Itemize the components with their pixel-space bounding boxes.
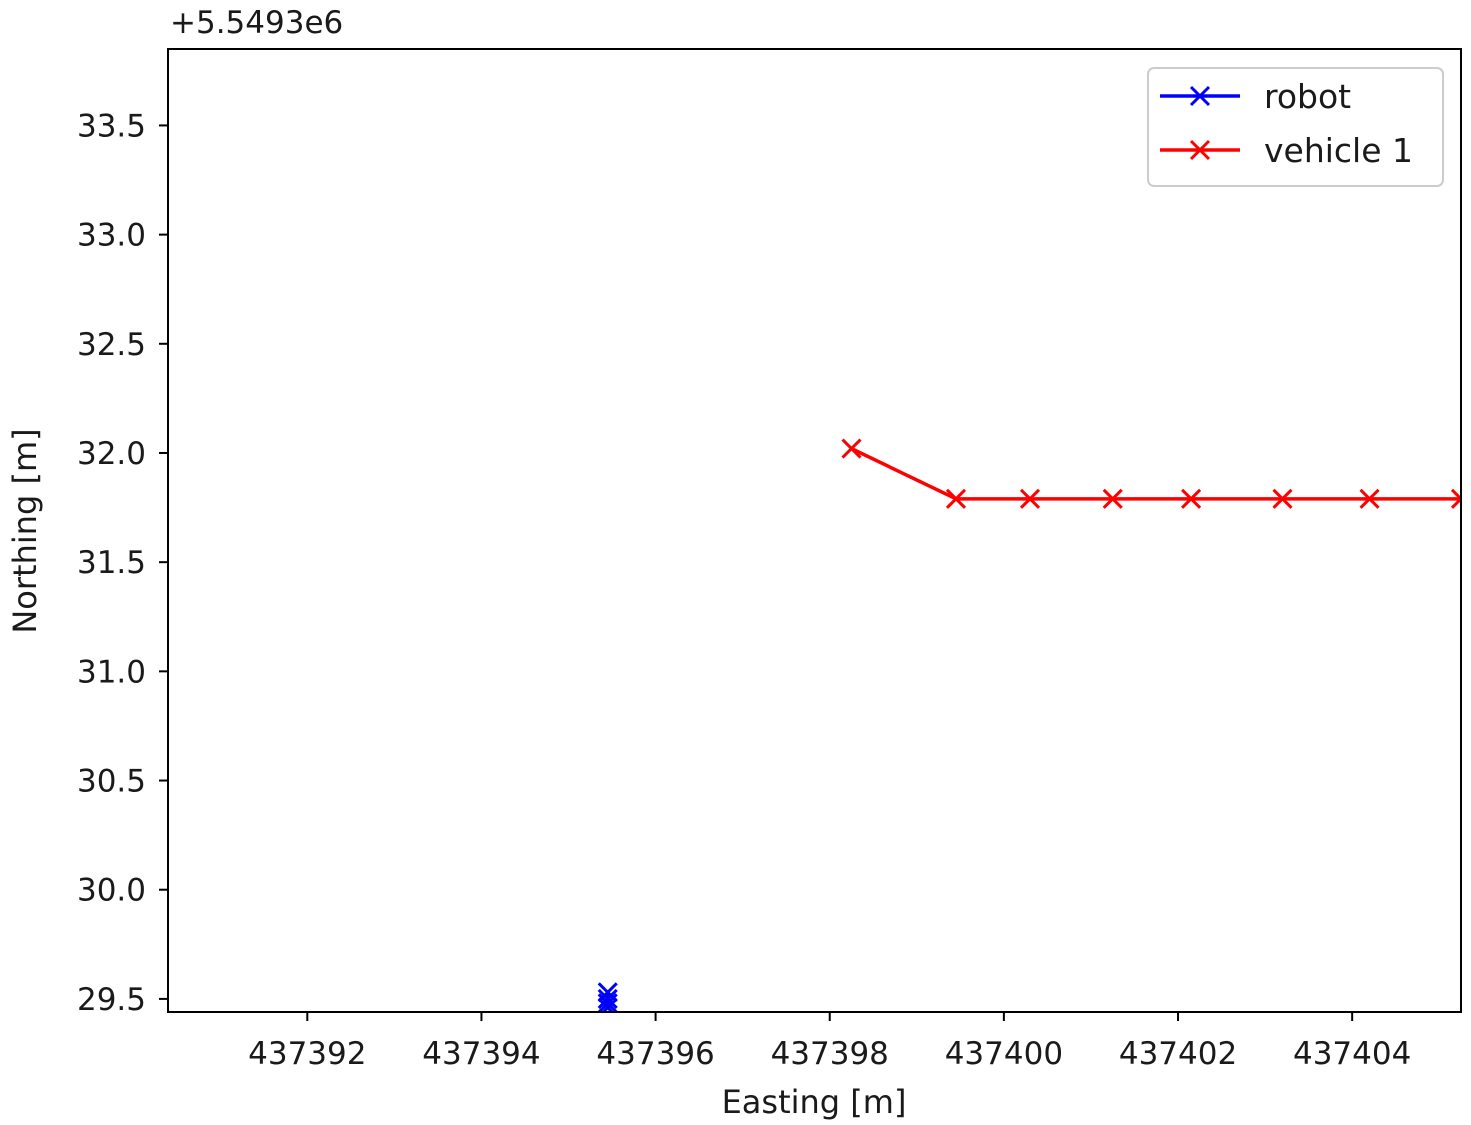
y-tick-label: 32.5 [77, 327, 146, 363]
legend-item-robot: robot [1160, 77, 1351, 116]
x-tick-label: 437392 [248, 1036, 366, 1072]
data-point-robot [597, 997, 618, 1012]
data-point-vehicle-1 [1450, 488, 1461, 509]
data-point-vehicle-1 [1272, 488, 1293, 509]
y-tick-label: 32.0 [77, 436, 146, 472]
x-axis: 437392 437394 437396 437398 437400 437402 4374… [248, 1012, 1411, 1072]
series-layer [597, 438, 1461, 1012]
plot-area [597, 438, 1461, 1012]
y-tick-label: 30.5 [77, 764, 146, 800]
y-axis: 29.5 30.0 30.5 31.0 31.5 32.0 32.5 33.0 33.5 [77, 108, 168, 1018]
x-tick-label: 437400 [945, 1036, 1063, 1072]
data-point-vehicle-1 [1359, 488, 1380, 509]
y-tick-label: 30.0 [77, 873, 146, 909]
data-point-vehicle-1 [945, 488, 967, 509]
data-point-vehicle-1 [1019, 488, 1041, 509]
legend: robot vehicle 1 [1147, 67, 1444, 187]
legend-marker [1189, 85, 1211, 107]
legend-marker [1189, 139, 1211, 161]
y-tick-label: 33.5 [77, 108, 146, 144]
plot-frame [167, 48, 1462, 1013]
legend-label: vehicle 1 [1264, 131, 1413, 170]
x-tick-label: 437398 [771, 1036, 889, 1072]
x-tick-label: 437404 [1293, 1036, 1411, 1072]
y-tick-label: 31.5 [77, 545, 146, 581]
x-tick-label: 437394 [422, 1036, 540, 1072]
data-point-robot [597, 988, 618, 1009]
legend-item-vehicle-1: vehicle 1 [1160, 131, 1413, 170]
x-tick-label: 437402 [1119, 1036, 1237, 1072]
y-axis-label: Northing [m] [6, 428, 44, 633]
y-tick-label: 31.0 [77, 654, 146, 690]
x-tick-label: 437396 [596, 1036, 714, 1072]
y-offset-label: +5.5493e6 [170, 5, 343, 41]
series-line-vehicle-1 [850, 447, 1461, 501]
data-point-robot [597, 993, 618, 1012]
data-point-vehicle-1 [1181, 488, 1202, 509]
y-tick-label: 33.0 [77, 218, 146, 254]
y-tick-label: 29.5 [77, 982, 146, 1018]
data-point-vehicle-1 [841, 438, 862, 459]
x-axis-label: Easting [m] [722, 1083, 907, 1121]
data-point-vehicle-1 [1102, 488, 1123, 509]
legend-label: robot [1264, 77, 1351, 116]
